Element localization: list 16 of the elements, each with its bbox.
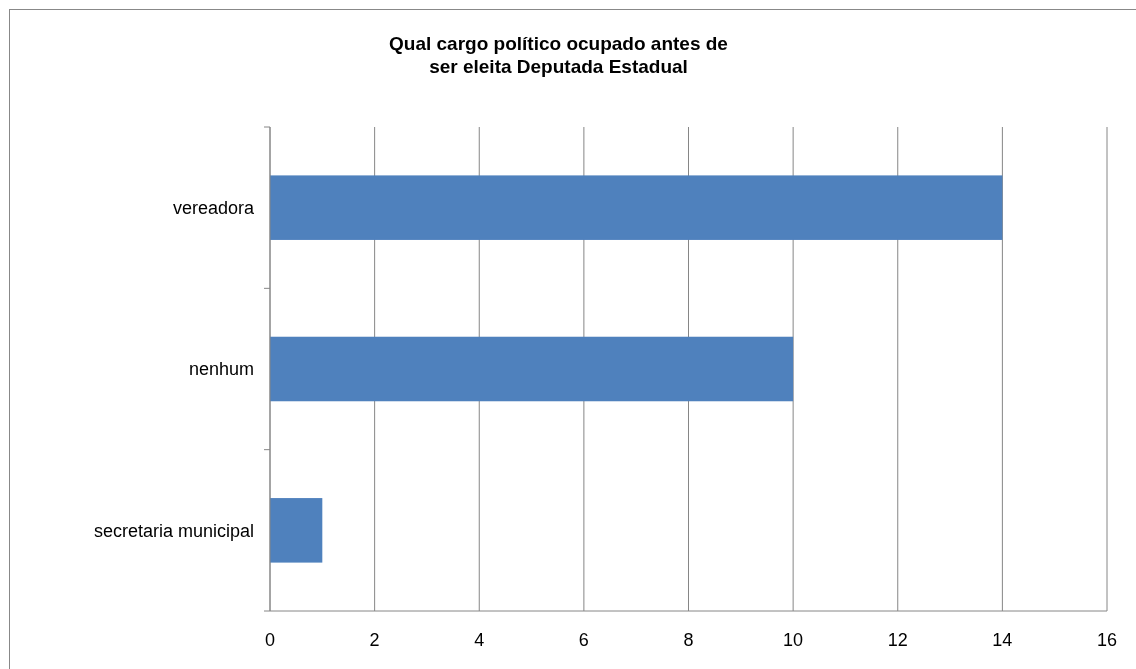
x-tick-label: 8 [683, 630, 694, 650]
chart-title: Qual cargo político ocupado antes de ser eleita Deputada Estadual [389, 33, 728, 77]
x-tick-label: 4 [474, 630, 485, 650]
y-tick-label: secretaria municipal [93, 520, 254, 541]
x-tick-label: 14 [992, 630, 1013, 650]
x-tick-label: 0 [264, 630, 276, 650]
x-tick-label: 2 [369, 630, 380, 650]
x-tick-label: 12 [887, 630, 908, 650]
x-tick-label: 6 [578, 630, 589, 650]
x-tick-label: 16 [1096, 630, 1118, 650]
bar [270, 498, 323, 563]
bar [270, 175, 1003, 240]
y-tick-label: vereadora [172, 197, 255, 218]
bar [270, 336, 794, 402]
x-tick-label: 10 [783, 630, 804, 650]
y-tick-label: nenhum [188, 359, 254, 380]
